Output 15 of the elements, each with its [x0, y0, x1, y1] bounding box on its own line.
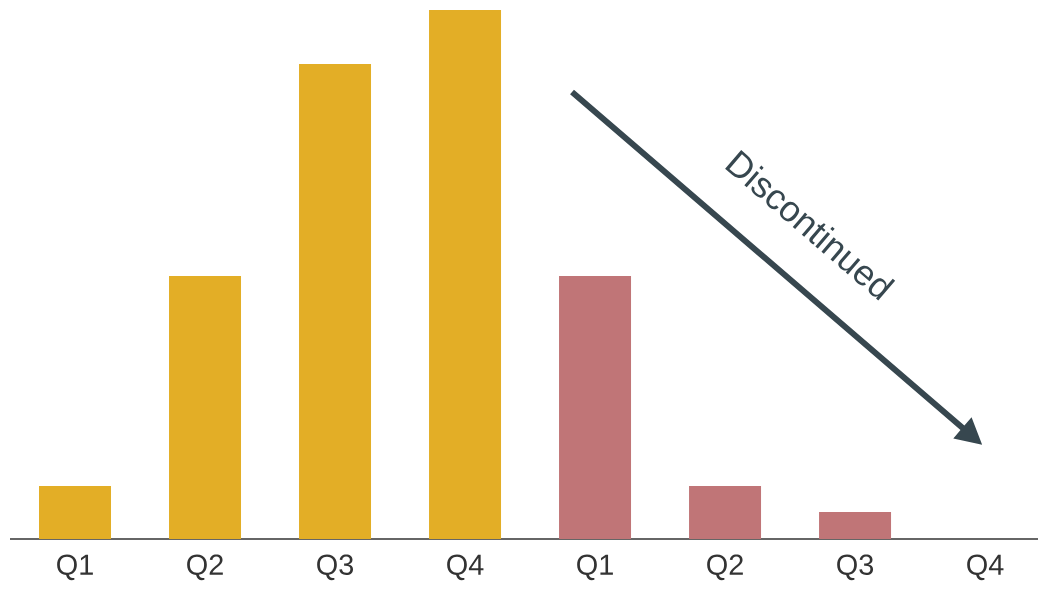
x-tick-label: Q4	[967, 554, 1004, 581]
bar	[299, 63, 372, 539]
x-tick-label: Q2	[707, 554, 743, 581]
x-tick-label: Q1	[577, 554, 613, 581]
bar	[429, 9, 502, 539]
bar	[689, 486, 762, 539]
bar	[559, 276, 632, 539]
x-tick-label: Q4	[447, 554, 484, 581]
x-tick-label: Q3	[837, 554, 874, 581]
x-tick-label: Q2	[187, 554, 223, 581]
bar	[819, 512, 892, 539]
x-tick-label: Q1	[57, 554, 93, 581]
bar	[39, 486, 112, 539]
x-tick-label: Q3	[317, 554, 354, 581]
bar	[169, 276, 242, 539]
